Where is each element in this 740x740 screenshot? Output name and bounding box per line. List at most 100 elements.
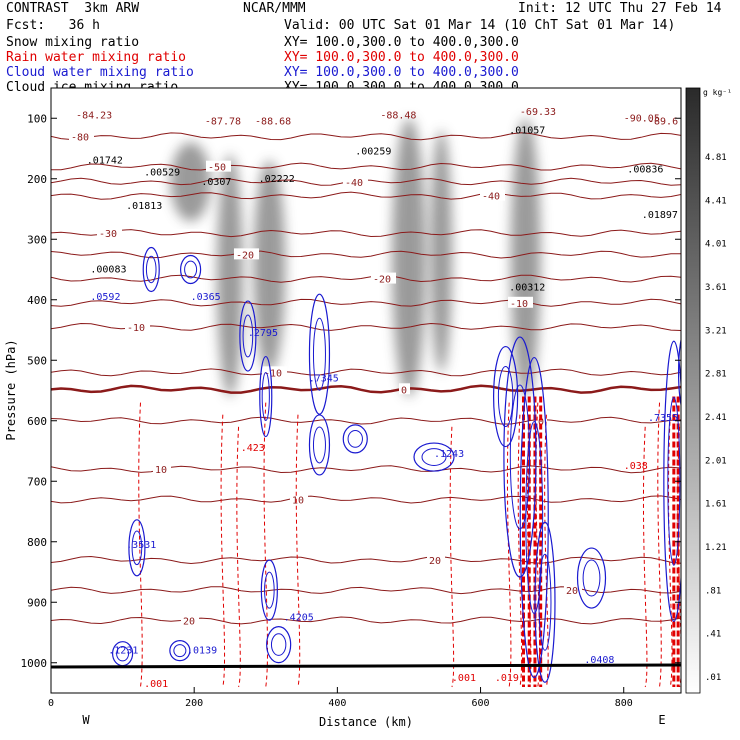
value-annotation: .001: [452, 673, 476, 684]
axes: 0 200 400 600 800100200300400500600700800900…: [21, 112, 681, 709]
temperature-contour-label: -40: [482, 192, 500, 203]
temperature-contour: [51, 416, 681, 425]
value-annotation: -84.23: [76, 110, 112, 121]
contour-label-bg: [69, 130, 94, 142]
cloud-water-contour: [270, 633, 287, 656]
colorbar-unit: g kg⁻¹: [703, 88, 732, 97]
field-cloud-water: Cloud water mixing ratio: [6, 65, 194, 80]
colorbar-label: .01: [705, 673, 721, 683]
cloud-water-contour: [503, 336, 537, 578]
init-time: Init: 12 UTC Thu 27 Feb 14: [518, 1, 722, 16]
temperature-contour-label: -10: [127, 323, 145, 334]
value-annotation: -90.05: [624, 113, 660, 124]
temperature-contour: [51, 191, 681, 200]
contour-label-bg: [181, 614, 199, 626]
contour-label-bg: [234, 248, 259, 260]
rain-contour: [657, 402, 662, 688]
rain-contour: [263, 402, 268, 688]
colorbar-label: 4.41: [705, 196, 727, 206]
y-tick-label: 100: [27, 112, 47, 125]
value-annotation: .00836: [627, 165, 663, 176]
x-axis-label: Distance (km): [319, 715, 413, 729]
contour-label-bg: [371, 272, 396, 284]
y-tick-label: 200: [27, 173, 47, 186]
forecast-hour: Fcst: 36 h: [6, 18, 100, 33]
temperature-contour-label: 20: [429, 556, 441, 567]
colorbar-label: 4.81: [705, 153, 727, 163]
cloud-water-contour: [260, 559, 278, 621]
rain-contour: [295, 414, 301, 688]
temperature-contour: [51, 229, 681, 238]
y-axis-label: Pressure (hPa): [4, 339, 18, 440]
temperature-contour: [51, 616, 681, 625]
rain-contour: [544, 414, 549, 688]
temperature-contour-label: 20: [183, 616, 195, 627]
y-tick-label: 900: [27, 596, 47, 609]
temperature-contour: [51, 250, 681, 259]
cloud-water-contour: [525, 421, 544, 615]
field-snow: Snow mixing ratio: [6, 35, 140, 50]
temperature-contour-label: -10: [510, 299, 528, 310]
temperature-contour-label: 0: [538, 417, 544, 428]
rain-contour: [506, 402, 512, 688]
cloud-water-contour: [128, 519, 146, 577]
y-tick-label: 700: [27, 475, 47, 488]
xs-line-cloud-water: XY= 100.0,300.0 to 400.0,300.0: [284, 65, 519, 80]
colorbar-label: 1.21: [705, 543, 727, 553]
temperature-contour: [51, 384, 681, 394]
cloud-water-contour: [421, 448, 447, 466]
contour-label-bg: [206, 160, 231, 172]
value-annotation: .01813: [126, 201, 162, 212]
value-annotation: .1231: [108, 646, 138, 657]
plot-frame: [50, 87, 682, 694]
temperature-contour: [51, 555, 681, 565]
cloud-water-contour: [116, 645, 130, 662]
value-annotation: .038: [624, 461, 648, 472]
terrain-line: [50, 663, 682, 669]
valid-time: Valid: 00 UTC Sat 01 Mar 14 (10 ChT Sat …: [284, 18, 676, 33]
value-annotation: .001: [144, 679, 168, 690]
temperature-contour-label: -20: [373, 275, 391, 286]
x-tick-label: 800: [615, 698, 633, 709]
x-tick-label: 400: [328, 698, 346, 709]
cloud-water-contour: [145, 255, 157, 284]
xs-line-rain: XY= 100.0,300.0 to 400.0,300.0: [284, 50, 519, 65]
value-annotation: .1243: [434, 449, 464, 460]
temperature-contour-label: -80: [71, 132, 89, 143]
x-tick-label: 0: [48, 698, 54, 709]
value-annotation: .019: [495, 673, 519, 684]
colorbar-label: 2.01: [705, 456, 727, 466]
contour-label-bg: [343, 175, 368, 187]
snow-plume: [216, 154, 243, 397]
contour-label-bg: [427, 553, 445, 565]
contour-label-bg: [153, 463, 171, 475]
cloud-water-contour: [663, 340, 681, 622]
value-annotation: -87.78: [205, 116, 241, 127]
contour-label-bg: [97, 227, 122, 239]
y-tick-label: 800: [27, 536, 47, 549]
cloud-water-contour: [342, 424, 368, 454]
cloud-water-contour: [266, 625, 292, 664]
cloud-water-contour: [312, 426, 326, 464]
chart-title: CONTRAST 3km ARW: [6, 1, 140, 16]
cloud-water-contour: [169, 640, 191, 662]
cloud-water-contour: [242, 314, 254, 358]
value-annotation: .0139: [187, 646, 217, 657]
temperature-contour-label: 10: [292, 495, 304, 506]
value-annotation: .7345: [309, 373, 339, 384]
colorbar-label: 4.01: [705, 240, 727, 250]
x-tick-label: 600: [472, 698, 490, 709]
temperature-contour-label: -30: [99, 229, 117, 240]
rain-contour: [220, 414, 226, 688]
west-label: W: [82, 713, 90, 727]
contour-label-bg: [480, 189, 505, 201]
y-tick-label: 600: [27, 415, 47, 428]
snow-plume: [170, 142, 211, 222]
model-center: NCAR/MMM: [243, 1, 306, 16]
contour-label-bg: [564, 584, 582, 596]
snow-plume: [391, 118, 426, 397]
snow-shading: [170, 118, 541, 397]
field-rain: Rain water mixing ratio: [6, 50, 187, 65]
contour-label-bg: [508, 296, 533, 308]
colorbar-label: 2.81: [705, 370, 727, 380]
